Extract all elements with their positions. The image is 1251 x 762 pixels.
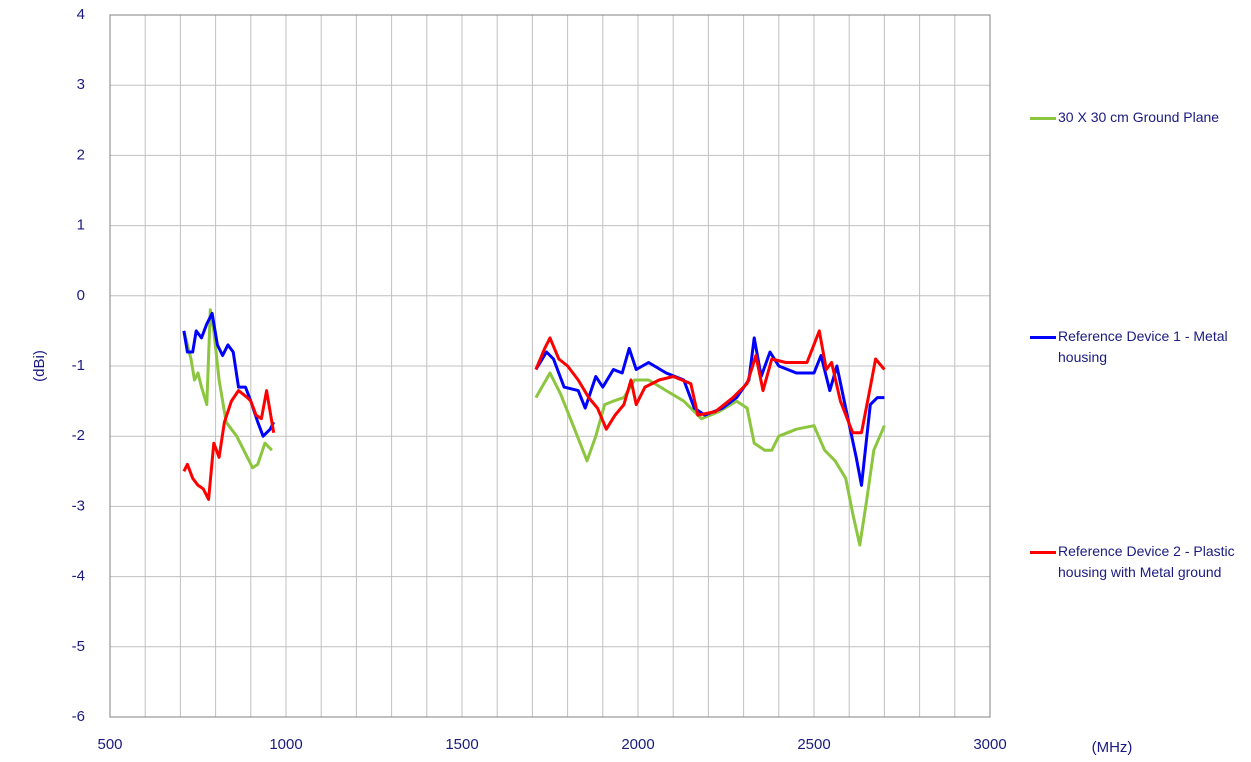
y-axis-label: (dBi) bbox=[31, 350, 48, 382]
y-tick-label: 3 bbox=[77, 76, 85, 93]
y-tick-label: -5 bbox=[72, 638, 85, 655]
y-tick-label: 2 bbox=[77, 146, 85, 163]
legend-swatch bbox=[1030, 336, 1056, 339]
x-tick-label: 2000 bbox=[621, 736, 654, 753]
x-axis-label: (MHz) bbox=[1092, 739, 1133, 756]
x-tick-label: 2500 bbox=[797, 736, 830, 753]
legend-label: 30 X 30 cm Ground Plane bbox=[1058, 109, 1220, 125]
x-tick-label: 3000 bbox=[973, 736, 1006, 753]
x-tick-label: 1500 bbox=[445, 736, 478, 753]
y-tick-label: 4 bbox=[77, 6, 85, 23]
x-tick-label: 500 bbox=[97, 736, 122, 753]
legend-swatch bbox=[1030, 117, 1056, 120]
y-tick-label: 1 bbox=[77, 217, 85, 234]
legend-label: Reference Device 2 - Plastic housing wit… bbox=[1058, 543, 1235, 580]
y-tick-label: -6 bbox=[72, 708, 85, 725]
y-tick-label: -3 bbox=[72, 497, 85, 514]
series-line bbox=[182, 329, 886, 501]
y-tick-label: -2 bbox=[72, 427, 85, 444]
series-line bbox=[182, 308, 886, 547]
plot-border bbox=[109, 14, 991, 718]
y-tick-label: -1 bbox=[72, 357, 85, 374]
y-tick-label: -4 bbox=[72, 568, 85, 585]
legend-swatch bbox=[1030, 551, 1056, 554]
legend-label: Reference Device 1 - Metal housing bbox=[1058, 328, 1228, 365]
x-tick-label: 1000 bbox=[269, 736, 302, 753]
series-line bbox=[182, 311, 885, 487]
y-tick-label: 0 bbox=[77, 287, 85, 304]
